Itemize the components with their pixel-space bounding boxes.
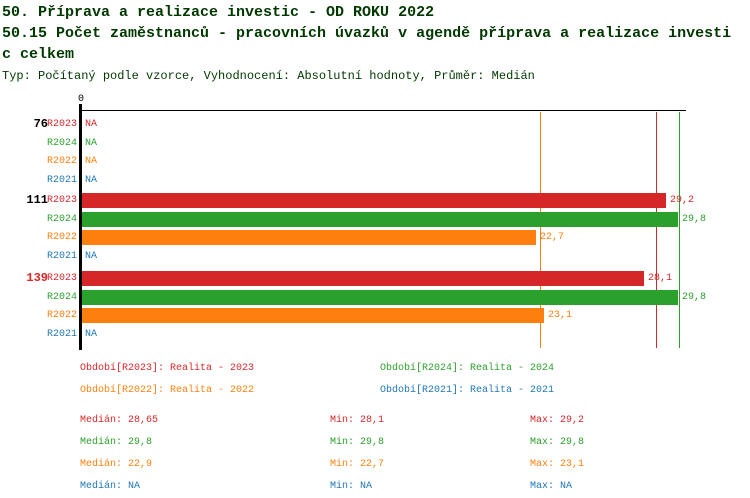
na-value-label: NA bbox=[85, 137, 98, 149]
bar-value-label: 23,1 bbox=[548, 310, 573, 322]
chart-row: R2022 22,7 bbox=[0, 228, 750, 247]
bar-value-label: 28,1 bbox=[648, 272, 673, 284]
bar bbox=[82, 289, 678, 305]
stat-median: Medián: NA bbox=[80, 481, 141, 492]
bar-value-label: 29,2 bbox=[670, 194, 695, 206]
stat-max: Max: 29,8 bbox=[530, 437, 585, 448]
legend-item: Období[R2023]: Realita - 2023 bbox=[80, 363, 255, 374]
bar-zone: NA bbox=[82, 134, 750, 153]
chart-row: R2024 29,8 bbox=[0, 288, 750, 307]
group-label: 76 bbox=[33, 117, 48, 131]
stat-min: Min: 22,7 bbox=[330, 459, 385, 470]
bar-value-label: 29,8 bbox=[682, 291, 707, 303]
series-label: R2024 bbox=[46, 137, 77, 149]
median-line bbox=[679, 112, 680, 348]
bar bbox=[82, 192, 666, 208]
stat-min: Min: 29,8 bbox=[330, 437, 385, 448]
group-label: 139 bbox=[26, 271, 48, 285]
series-label: R2021 bbox=[46, 250, 77, 262]
chart-row: R2023 29,2 bbox=[0, 191, 750, 210]
bar bbox=[82, 230, 536, 246]
bar bbox=[82, 270, 644, 286]
bar-zone: 22,7 bbox=[82, 228, 750, 247]
bar-zone: NA bbox=[82, 171, 750, 190]
bar-zone: 29,2 bbox=[82, 191, 750, 210]
stat-max: Max: 29,2 bbox=[530, 415, 585, 426]
stat-min: Min: NA bbox=[330, 481, 373, 492]
stat-median: Medián: 22,9 bbox=[80, 459, 153, 470]
bar-zone: NA bbox=[82, 152, 750, 171]
na-value-label: NA bbox=[85, 156, 98, 168]
page-title: 50. Příprava a realizace investic - OD R… bbox=[2, 4, 435, 21]
stat-min: Min: 28,1 bbox=[330, 415, 385, 426]
chart-row: R2023 NA bbox=[0, 115, 750, 134]
series-label: R2022 bbox=[46, 156, 77, 168]
series-label: R2024 bbox=[46, 291, 77, 303]
axis-zero-tick: 0 bbox=[77, 94, 84, 105]
series-label: R2021 bbox=[46, 174, 77, 186]
na-value-label: NA bbox=[85, 174, 98, 186]
bar-value-label: 22,7 bbox=[540, 232, 565, 244]
series-label: R2023 bbox=[46, 272, 77, 284]
bar-zone: NA bbox=[82, 325, 750, 344]
na-value-label: NA bbox=[85, 250, 98, 262]
series-label: R2022 bbox=[46, 310, 77, 322]
series-label: R2021 bbox=[46, 328, 77, 340]
series-label: R2024 bbox=[46, 213, 77, 225]
bar-zone: 29,8 bbox=[82, 210, 750, 229]
median-line bbox=[656, 112, 657, 348]
bar-group-111: 111 R2023 29,2 R2024 29,8 R2022 22,7 R2021 NA bbox=[0, 191, 750, 266]
group-label: 111 bbox=[26, 193, 48, 207]
report-header: 50. Příprava a realizace investic - OD R… bbox=[2, 2, 731, 84]
chart-row: R2022 NA bbox=[0, 152, 750, 171]
bar-group-139: 139 R2023 28,1 R2024 29,8 R2022 23,1 R2021 NA bbox=[0, 269, 750, 344]
chart-row: R2023 28,1 bbox=[0, 269, 750, 288]
stat-median: Medián: 28,65 bbox=[80, 415, 159, 426]
indicator-meta: Typ: Počítaný podle vzorce, Vyhodnocení:… bbox=[2, 69, 535, 83]
bar-zone: 23,1 bbox=[82, 306, 750, 325]
bar bbox=[82, 211, 678, 227]
chart-row: R2021 NA bbox=[0, 171, 750, 190]
stat-median: Medián: 29,8 bbox=[80, 437, 153, 448]
page-subtitle-line2: c celkem bbox=[2, 46, 75, 63]
bar-zone: NA bbox=[82, 247, 750, 266]
bar-zone: 29,8 bbox=[82, 288, 750, 307]
legend-item: Období[R2024]: Realita - 2024 bbox=[380, 363, 555, 374]
axis-top-line bbox=[79, 110, 686, 111]
na-value-label: NA bbox=[85, 328, 98, 340]
legend-item: Období[R2022]: Realita - 2022 bbox=[80, 385, 255, 396]
median-line bbox=[540, 112, 541, 348]
chart-row: R2021 NA bbox=[0, 247, 750, 266]
bar-zone: NA bbox=[82, 115, 750, 134]
bar-group-76: 76 R2023 NA R2024 NA R2022 NA R2021 NA bbox=[0, 115, 750, 190]
page-subtitle-line1: 50.15 Počet zaměstnanců - pracovních úva… bbox=[2, 25, 732, 42]
bar-zone: 28,1 bbox=[82, 269, 750, 288]
chart-row: R2024 29,8 bbox=[0, 210, 750, 229]
chart-row: R2024 NA bbox=[0, 134, 750, 153]
chart-row: R2022 23,1 bbox=[0, 306, 750, 325]
stat-max: Max: NA bbox=[530, 481, 573, 492]
chart-row: R2021 NA bbox=[0, 325, 750, 344]
bar bbox=[82, 308, 544, 324]
na-value-label: NA bbox=[85, 118, 98, 130]
bar-value-label: 29,8 bbox=[682, 213, 707, 225]
axis-baseline bbox=[79, 104, 82, 350]
series-label: R2022 bbox=[46, 232, 77, 244]
stat-max: Max: 23,1 bbox=[530, 459, 585, 470]
series-label: R2023 bbox=[46, 118, 77, 130]
legend-item: Období[R2021]: Realita - 2021 bbox=[380, 385, 555, 396]
series-label: R2023 bbox=[46, 194, 77, 206]
